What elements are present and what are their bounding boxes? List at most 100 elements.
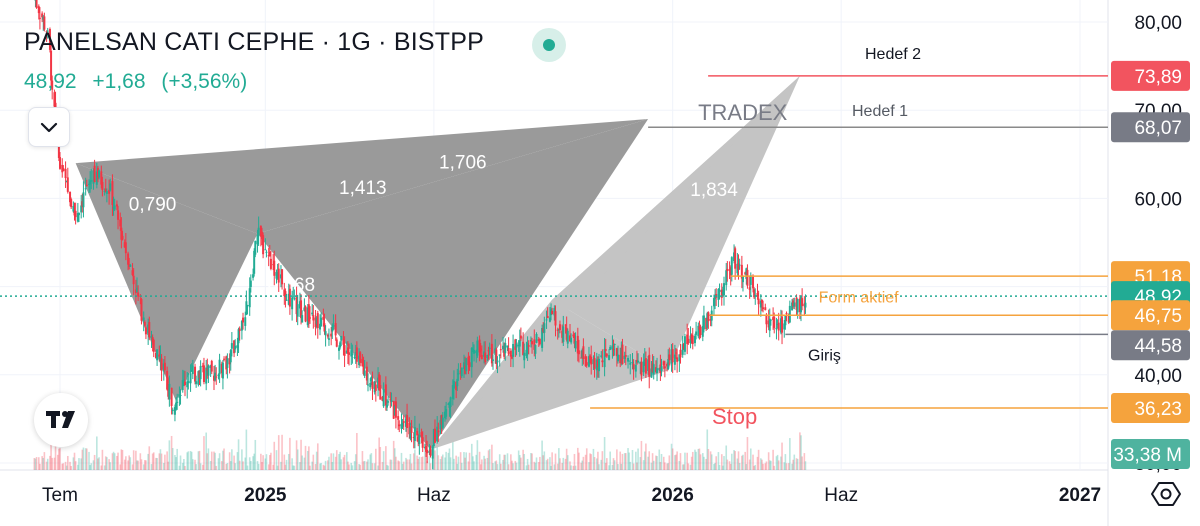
candle-body xyxy=(50,50,53,81)
volume-bar xyxy=(175,457,177,470)
candle-body xyxy=(359,352,362,363)
volume-bar xyxy=(549,457,551,470)
volume-bar xyxy=(534,462,537,470)
candle-body xyxy=(639,361,642,364)
volume-bar xyxy=(655,455,657,470)
candle-body xyxy=(358,355,361,366)
tradingview-logo[interactable] xyxy=(34,393,88,447)
volume-bar xyxy=(486,457,489,470)
candle-body xyxy=(124,242,127,254)
candle-body xyxy=(373,381,376,393)
candle-body xyxy=(605,353,608,357)
candle-body xyxy=(254,240,257,255)
candle-body xyxy=(475,350,478,354)
volume-bar xyxy=(531,453,533,470)
candle-body xyxy=(117,210,120,220)
volume-bar xyxy=(339,451,341,470)
candle-body xyxy=(35,0,38,9)
candle-body xyxy=(447,403,450,405)
volume-bar xyxy=(150,464,153,470)
volume-bar xyxy=(621,453,624,470)
volume-bar xyxy=(550,465,552,470)
volume-bar xyxy=(658,449,661,470)
volume-bar xyxy=(289,437,291,470)
volume-bar xyxy=(70,465,72,470)
volume-bar xyxy=(168,440,171,470)
volume-bar xyxy=(664,462,666,470)
volume-bar xyxy=(799,432,801,470)
volume-bar xyxy=(578,452,580,470)
candle-body xyxy=(565,327,568,340)
collapse-legend-button[interactable] xyxy=(28,107,70,147)
candle-body xyxy=(100,171,103,185)
candle-body xyxy=(345,350,348,354)
volume-bar xyxy=(231,449,233,470)
volume-bar xyxy=(463,452,465,470)
candle-body xyxy=(127,253,130,265)
volume-bar xyxy=(565,448,568,470)
candle-body xyxy=(304,306,307,322)
candle-body xyxy=(332,325,335,327)
candle-body xyxy=(70,199,73,208)
candle-body xyxy=(311,312,314,315)
volume-bar xyxy=(554,453,557,470)
candle-body xyxy=(757,298,760,305)
candle-body xyxy=(478,339,481,353)
candle-body xyxy=(268,251,271,257)
volume-bar xyxy=(734,451,736,470)
candle-body xyxy=(749,275,752,285)
candle-body xyxy=(631,362,634,364)
candle-body xyxy=(759,300,762,308)
volume-bar xyxy=(158,453,161,470)
candle-body xyxy=(392,401,395,419)
candle-body xyxy=(526,343,529,354)
candle-body xyxy=(198,371,201,379)
candle-body xyxy=(725,270,728,286)
volume-bar xyxy=(405,457,407,470)
market-status-indicator[interactable] xyxy=(532,28,566,62)
candle-body xyxy=(42,16,45,20)
volume-bar xyxy=(722,465,724,470)
candle-body xyxy=(648,354,651,377)
volume-bar xyxy=(387,465,389,470)
volume-bar xyxy=(776,454,779,470)
volume-bar xyxy=(468,452,471,470)
volume-bar xyxy=(671,448,674,470)
volume-bar xyxy=(537,462,540,470)
volume-bar xyxy=(312,454,315,470)
candle-body xyxy=(85,184,88,186)
candle-body xyxy=(619,354,622,364)
candle-body xyxy=(418,434,421,445)
candle-body xyxy=(298,301,301,309)
candle-body xyxy=(194,366,197,382)
candle-body xyxy=(701,325,704,337)
volume-bar xyxy=(514,460,517,470)
volume-bar xyxy=(542,455,545,470)
volume-bar xyxy=(69,461,71,470)
candle-body xyxy=(448,402,451,408)
candle-body xyxy=(131,270,134,276)
candle-body xyxy=(115,204,118,207)
candle-body xyxy=(221,362,224,379)
candle-body xyxy=(175,402,178,410)
candle-body xyxy=(276,272,279,276)
candle-body xyxy=(745,268,748,279)
candle-body xyxy=(590,356,593,365)
volume-bar xyxy=(281,434,283,470)
volume-bar xyxy=(500,463,502,470)
candle-body xyxy=(77,212,80,216)
candle-body xyxy=(723,283,726,296)
volume-bar xyxy=(737,451,740,470)
volume-bar xyxy=(496,464,499,470)
candle-body xyxy=(369,382,372,388)
candle-body xyxy=(695,331,698,335)
candle-body xyxy=(62,168,65,172)
volume-bar xyxy=(137,460,139,470)
candle-body xyxy=(293,298,296,300)
candle-body xyxy=(218,359,221,375)
volume-bar xyxy=(425,448,427,470)
candle-body xyxy=(410,426,413,433)
chart-settings-button[interactable] xyxy=(1150,478,1182,510)
candle-body xyxy=(691,335,694,345)
